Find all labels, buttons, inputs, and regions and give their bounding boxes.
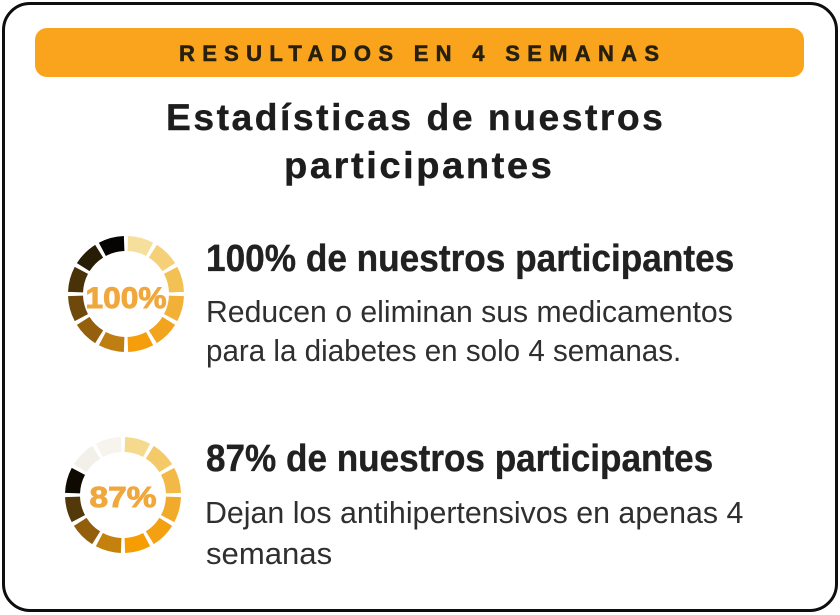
svg-text:87%: 87% — [90, 482, 157, 514]
svg-text:100%: 100% — [85, 282, 166, 315]
